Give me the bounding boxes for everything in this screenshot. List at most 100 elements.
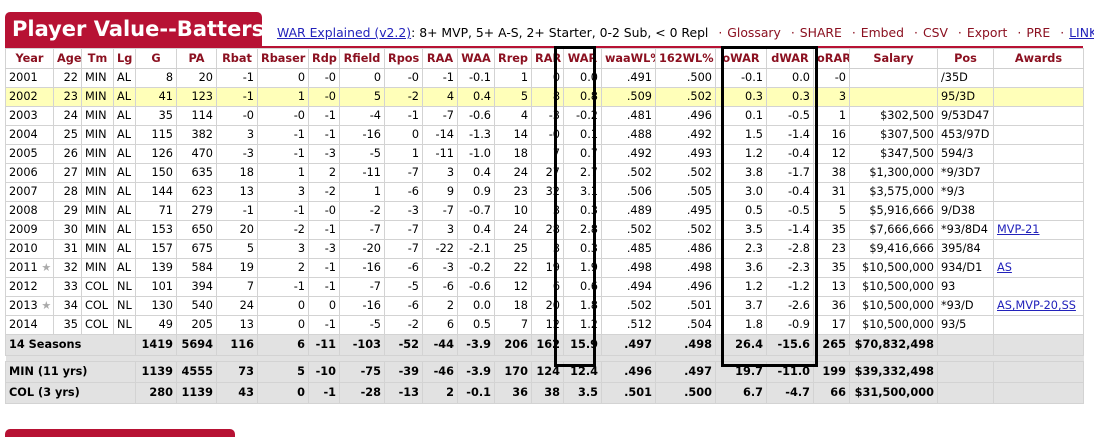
cell-age: 28 (53, 182, 82, 202)
cell-year: 2014 (5, 315, 54, 335)
column-header-awards[interactable]: Awards (993, 48, 1084, 69)
column-header-salary[interactable]: Salary (849, 48, 938, 69)
team-link[interactable]: MIN (85, 128, 107, 141)
league-link[interactable]: AL (117, 128, 132, 141)
league-link[interactable]: AL (117, 204, 132, 217)
cell-pa: 540 (176, 296, 217, 316)
cell-rar: 3 (531, 239, 564, 259)
column-header-rbat[interactable]: Rbat (216, 48, 258, 69)
cell-war: 0.0 (563, 68, 602, 88)
team-link[interactable]: MIN (85, 90, 107, 103)
cell-waa: -1.0 (457, 144, 495, 164)
team-link[interactable]: MIN (85, 166, 107, 179)
league-link[interactable]: AL (117, 147, 132, 160)
league-link[interactable]: AL (117, 71, 132, 84)
column-header-162wl[interactable]: 162WL% (655, 48, 716, 69)
year-value: 2014 (9, 318, 38, 331)
column-header-pa[interactable]: PA (176, 48, 217, 69)
league-link[interactable]: AL (117, 90, 132, 103)
column-header-tm[interactable]: Tm (81, 48, 114, 69)
league-link[interactable]: NL (117, 280, 132, 293)
column-header-orar[interactable]: oRAR (813, 48, 850, 69)
awards-link[interactable]: AS (997, 261, 1012, 274)
cell-rdp: -1 (308, 106, 340, 126)
column-header-age[interactable]: Age (53, 48, 82, 69)
cell-rbaser: 0 (257, 296, 309, 316)
column-header-rdp[interactable]: Rdp (308, 48, 340, 69)
cell-rrep: 12 (494, 277, 532, 297)
year-value: 2011 (9, 261, 38, 274)
table-body: 2001 22 MIN AL 8 20 -1 0 -0 0 -0 -1 -0.1 1 0 0.0.491.50… (5, 68, 1084, 404)
awards-link[interactable]: MVP-21 (997, 223, 1040, 236)
cell-wl162: .505 (655, 182, 716, 202)
team-link[interactable]: COL (85, 280, 109, 293)
csv-link[interactable]: CSV (922, 25, 948, 40)
column-header-waa[interactable]: WAA (457, 48, 495, 69)
war-explained-link[interactable]: WAR Explained (v2.2) (277, 25, 412, 40)
column-header-rfield[interactable]: Rfield (339, 48, 385, 69)
cell-rbat: -3 (216, 144, 258, 164)
cell-dwar: -0.5 (766, 201, 814, 221)
link-link[interactable]: LINK (1069, 25, 1094, 40)
glossary-link[interactable]: Glossary (727, 25, 781, 40)
cell-war: 0.7 (563, 144, 602, 164)
column-header-pos[interactable]: Pos (937, 48, 994, 69)
league-link[interactable]: AL (117, 242, 132, 255)
embed-link[interactable]: Embed (860, 25, 905, 40)
cell-awards: AS (993, 258, 1084, 278)
team-link[interactable]: MIN (85, 204, 107, 217)
column-header-owar[interactable]: oWAR (715, 48, 767, 69)
cell-pa: 20 (176, 68, 217, 88)
column-header-waawl[interactable]: waaWL% (601, 48, 656, 69)
team-link[interactable]: COL (85, 299, 109, 312)
cell-salary: $1,300,000 (849, 163, 938, 183)
cell-rbat: 5 (216, 239, 258, 259)
cell-rrep: 4 (494, 106, 532, 126)
team-link[interactable]: MIN (85, 109, 107, 122)
cell-dwar: -11.0 (766, 361, 814, 383)
column-header-dwar[interactable]: dWAR (766, 48, 814, 69)
cell-tm: MIN (81, 258, 114, 278)
cell-rdp: -1 (308, 382, 340, 404)
cell-dwar: -15.6 (766, 334, 814, 356)
share-link[interactable]: SHARE (799, 25, 842, 40)
column-header-rbaser[interactable]: Rbaser (257, 48, 309, 69)
cell-pa: 623 (176, 182, 217, 202)
export-link[interactable]: Export (966, 25, 1008, 40)
league-link[interactable]: NL (117, 318, 132, 331)
year-value: 2002 (9, 90, 38, 103)
league-link[interactable]: AL (117, 223, 132, 236)
league-link[interactable]: AL (117, 261, 132, 274)
cell-raa: -22 (422, 239, 458, 259)
team-link[interactable]: MIN (85, 242, 107, 255)
cell-rbaser: 1 (257, 87, 309, 107)
cell-orar: 16 (813, 125, 850, 145)
league-link[interactable]: AL (117, 109, 132, 122)
table-row: 2005 26 MIN AL 126 470 -3 -1 -3 -5 1 -11 -1.0 18 7 0.7.… (5, 144, 1084, 164)
team-link[interactable]: MIN (85, 185, 107, 198)
awards-link[interactable]: AS,MVP-20,SS (997, 299, 1076, 312)
league-link[interactable]: NL (117, 299, 132, 312)
column-header-war[interactable]: WAR (563, 48, 602, 69)
column-header-raa[interactable]: RAA (422, 48, 458, 69)
team-link[interactable]: MIN (85, 223, 107, 236)
team-link[interactable]: MIN (85, 147, 107, 160)
column-header-rpos[interactable]: Rpos (384, 48, 423, 69)
team-link[interactable]: COL (85, 318, 109, 331)
column-header-rrep[interactable]: Rrep (494, 48, 532, 69)
cell-waa: 0.9 (457, 182, 495, 202)
column-header-g[interactable]: G (135, 48, 177, 69)
column-header-lg[interactable]: Lg (113, 48, 136, 69)
pre-link[interactable]: PRE (1026, 25, 1051, 40)
team-link[interactable]: MIN (85, 261, 107, 274)
column-header-rar[interactable]: RAR (531, 48, 564, 69)
league-link[interactable]: AL (117, 166, 132, 179)
cell-g: 35 (135, 106, 177, 126)
column-header-year[interactable]: Year (5, 48, 54, 69)
team-link[interactable]: MIN (85, 71, 107, 84)
cell-owar: 3.0 (715, 182, 767, 202)
cell-rfield: -16 (339, 258, 385, 278)
league-link[interactable]: AL (117, 185, 132, 198)
cell-waawl: .485 (601, 239, 656, 259)
cell-waawl: .506 (601, 182, 656, 202)
